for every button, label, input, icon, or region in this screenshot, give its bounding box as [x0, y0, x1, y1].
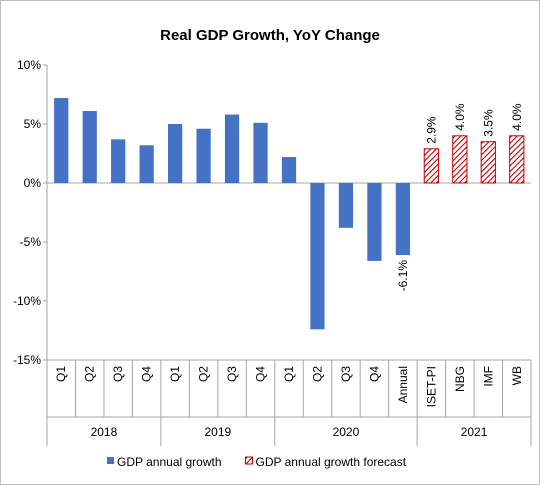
growth-bar [395, 183, 410, 255]
group-label: 2019 [204, 425, 231, 439]
growth-bar [82, 111, 97, 183]
data-label: 4.0% [453, 103, 467, 131]
growth-bar [168, 124, 183, 183]
growth-bar [367, 183, 382, 261]
data-label: 3.5% [481, 109, 495, 137]
growth-bar [224, 114, 240, 183]
growth-bar [54, 98, 69, 183]
data-label: -6.1% [396, 260, 410, 292]
y-tick-label: 10% [17, 58, 41, 72]
category-label: Q4 [254, 366, 268, 382]
category-label: Annual [396, 366, 410, 403]
data-label: 4.0% [510, 103, 524, 131]
plot-area: 10% 5% 0% -5% -10% -15% -6.1% 2.9% 4.0% 3.5% 4.0% Q… [13, 58, 532, 469]
category-label: ISET-PI [424, 366, 438, 407]
forecast-bar [480, 141, 496, 184]
category-label: WB [510, 366, 524, 385]
y-tick-label: 0% [24, 176, 42, 190]
category-label: Q3 [111, 366, 125, 382]
forecast-bar [452, 135, 468, 184]
growth-bar [111, 139, 126, 183]
group-label: 2020 [333, 425, 360, 439]
category-label: Q3 [225, 366, 239, 382]
group-label: 2018 [91, 425, 118, 439]
category-label: Q1 [282, 366, 296, 382]
forecast-bar [509, 135, 525, 184]
growth-bar [196, 128, 211, 183]
category-label: Q1 [168, 366, 182, 382]
growth-bar [253, 122, 268, 183]
category-label: NBG [453, 366, 467, 392]
growth-bar [139, 145, 154, 183]
data-label: 2.9% [424, 116, 438, 144]
y-tick-label: 5% [24, 117, 42, 131]
growth-bar [281, 157, 297, 183]
growth-bar [338, 183, 354, 228]
forecast-bar [423, 148, 439, 184]
y-tick-label: -10% [13, 294, 41, 308]
legend-label: GDP annual growth forecast [256, 455, 407, 469]
category-label: Q2 [197, 366, 211, 382]
chart-title: Real GDP Growth, YoY Change [160, 27, 380, 44]
legend-growth-swatch [107, 457, 114, 464]
category-label: Q3 [339, 366, 353, 382]
category-label: IMF [481, 366, 495, 387]
category-label: Q1 [54, 366, 68, 382]
y-tick-label: -15% [13, 353, 41, 367]
category-label: Q4 [140, 366, 154, 382]
legend-forecast-swatch [245, 456, 254, 465]
category-label: Q4 [367, 366, 381, 382]
y-tick-label: -5% [20, 235, 42, 249]
legend-label: GDP annual growth [117, 455, 222, 469]
group-label: 2021 [461, 425, 488, 439]
growth-bar [310, 183, 325, 330]
category-label: Q2 [310, 366, 324, 382]
category-label: Q2 [83, 366, 97, 382]
